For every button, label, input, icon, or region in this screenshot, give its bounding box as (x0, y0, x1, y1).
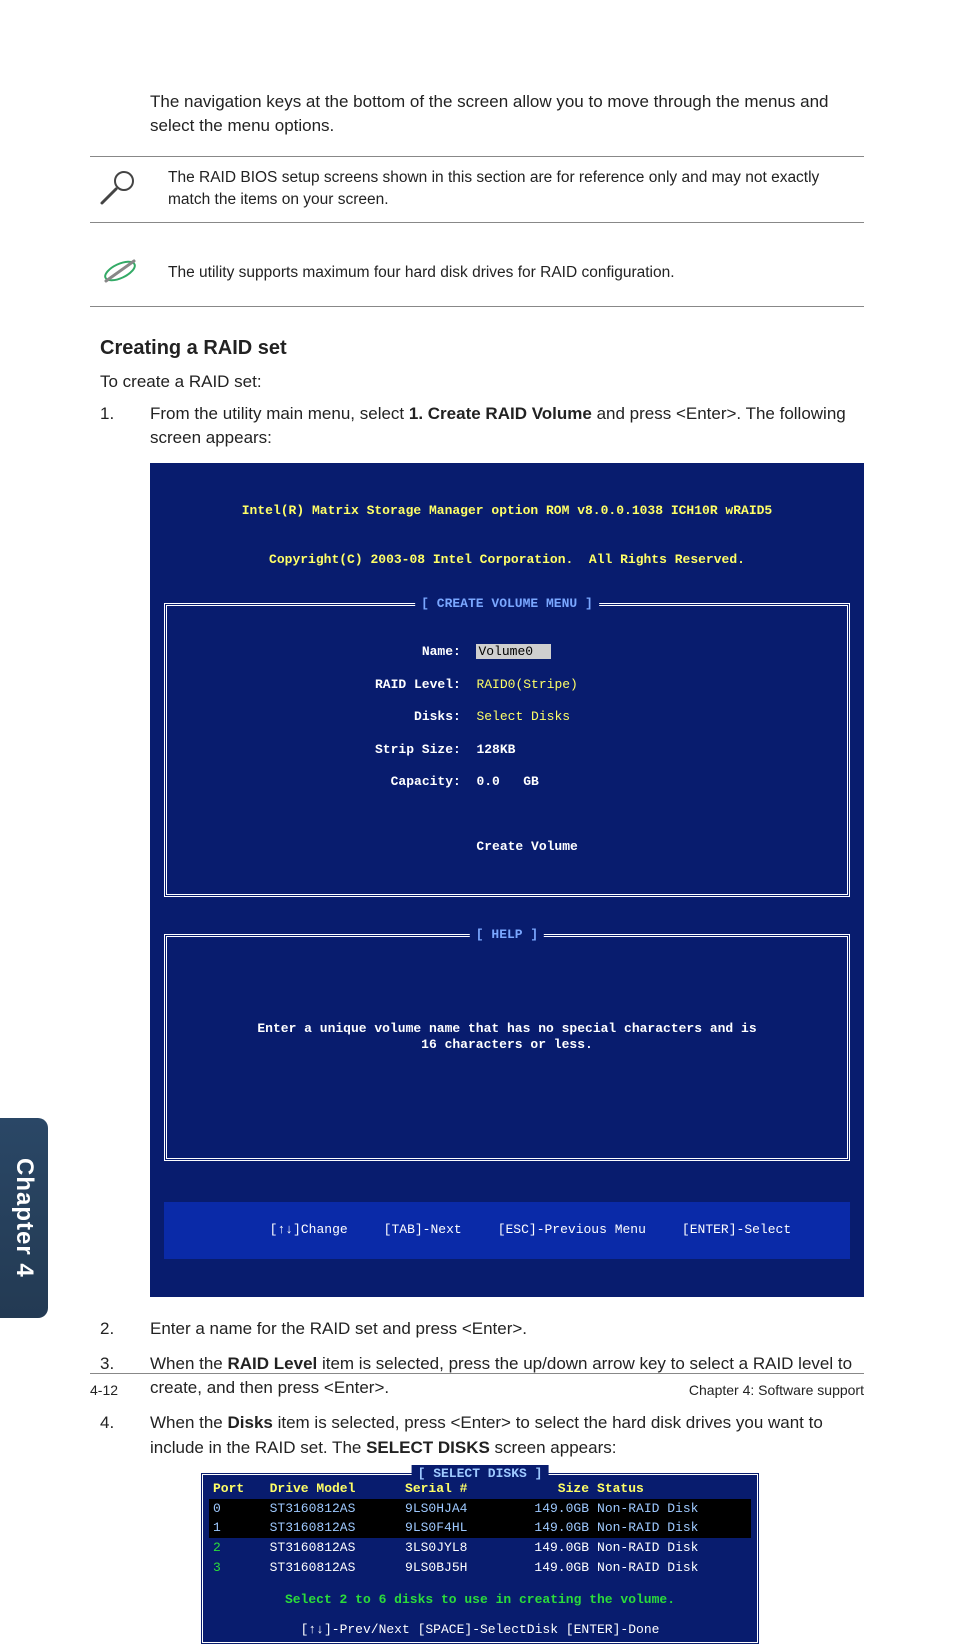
note-reference: The RAID BIOS setup screens shown in thi… (90, 156, 864, 223)
page-footer: 4-12 Chapter 4: Software support (90, 1373, 864, 1398)
step-4: 4. When the Disks item is selected, pres… (100, 1411, 864, 1460)
page-number: 4-12 (90, 1382, 118, 1398)
disk-table: Port Drive Model Serial # Size Status 0S… (209, 1479, 751, 1577)
step-1: 1. From the utility main menu, select 1.… (100, 402, 864, 451)
pen-icon (90, 251, 150, 296)
bios-select-disks-screen: [ SELECT DISKS ] Port Drive Model Serial… (200, 1472, 760, 1645)
bios-create-volume-screen: Intel(R) Matrix Storage Manager option R… (150, 463, 864, 1297)
section-heading: Creating a RAID set (100, 337, 864, 360)
section-sub: To create a RAID set: (100, 372, 864, 392)
note-drives: The utility supports maximum four hard d… (90, 241, 864, 307)
chapter-tab: Chapter 4 (0, 1118, 48, 1318)
note-text: The RAID BIOS setup screens shown in thi… (168, 167, 864, 210)
magnifier-icon (90, 167, 150, 212)
step-2: 2. Enter a name for the RAID set and pre… (100, 1317, 864, 1342)
table-row: 2ST3160812AS3LS0JYL8149.0GBNon-RAID Disk (209, 1538, 751, 1558)
table-row: 3ST3160812AS9LS0BJ5H149.0GBNon-RAID Disk (209, 1558, 751, 1578)
table-row: 1ST3160812AS9LS0F4HL149.0GBNon-RAID Disk (209, 1518, 751, 1538)
intro-paragraph: The navigation keys at the bottom of the… (150, 90, 864, 138)
table-row: 0ST3160812AS9LS0HJA4149.0GBNon-RAID Disk (209, 1499, 751, 1519)
chapter-title: Chapter 4: Software support (689, 1382, 864, 1398)
note-text: The utility supports maximum four hard d… (168, 262, 675, 284)
